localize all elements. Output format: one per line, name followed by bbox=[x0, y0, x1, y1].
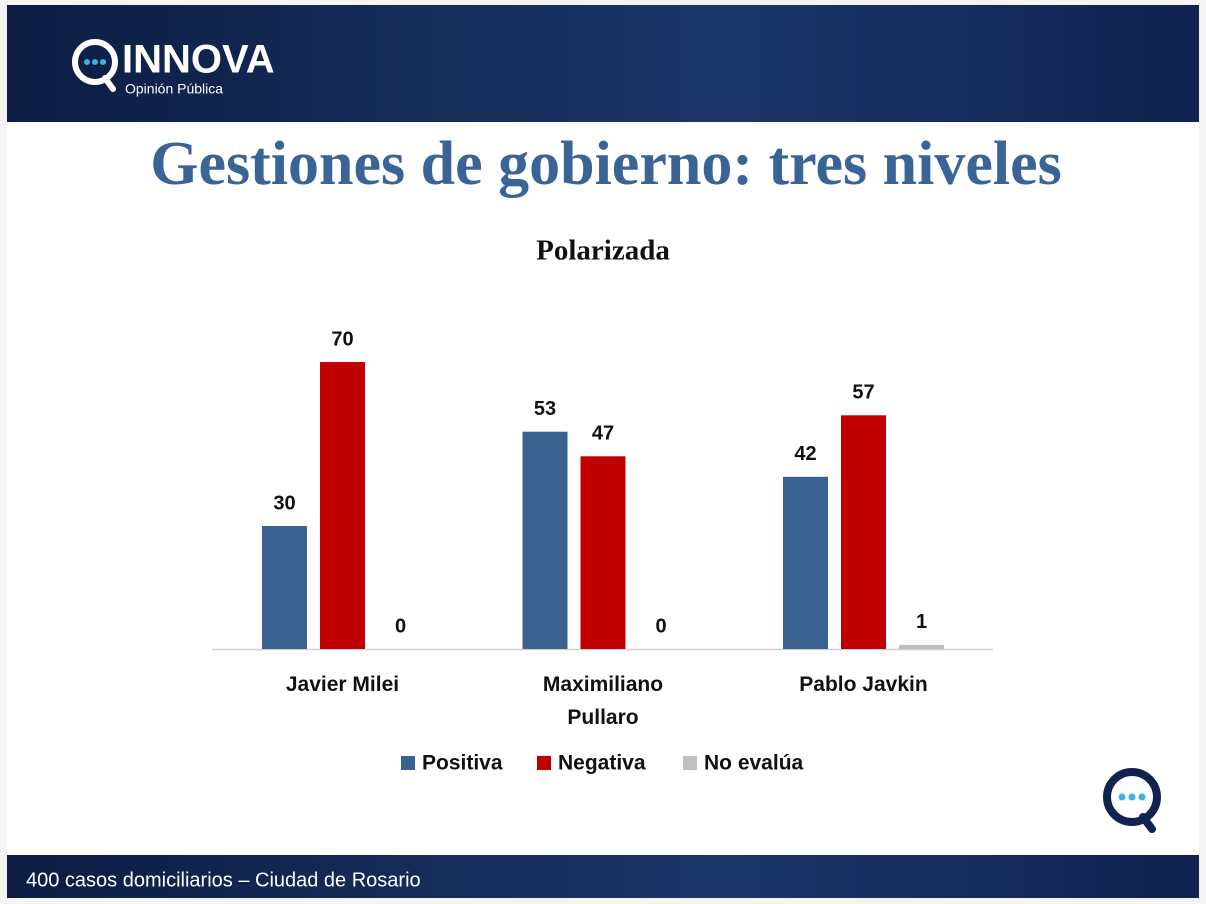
data-label: 70 bbox=[331, 328, 353, 350]
bar bbox=[262, 526, 307, 649]
data-label: 30 bbox=[273, 492, 295, 514]
category-label: Pablo Javkin bbox=[799, 673, 928, 696]
bar bbox=[522, 431, 568, 649]
page-title: Gestiones de gobierno: tres niveles bbox=[150, 130, 1062, 198]
legend-label: Positiva bbox=[422, 752, 503, 775]
data-label: 53 bbox=[534, 398, 556, 420]
logo-text: INNOVA bbox=[122, 38, 275, 82]
slide-background bbox=[7, 5, 1199, 898]
corner-icon bbox=[1103, 768, 1161, 833]
footer-text: 400 casos domiciliarios – Ciudad de Rosa… bbox=[26, 869, 421, 891]
bar bbox=[320, 362, 365, 649]
category-label: Maximiliano Pullaro bbox=[542, 673, 664, 729]
header-band bbox=[7, 5, 1199, 122]
data-label: 42 bbox=[794, 443, 816, 465]
bar bbox=[783, 476, 828, 649]
footer-band bbox=[7, 855, 1199, 898]
legend-swatch bbox=[401, 756, 415, 770]
data-label: 57 bbox=[852, 382, 874, 404]
data-label: 47 bbox=[592, 423, 614, 445]
bar bbox=[841, 415, 886, 649]
bar bbox=[899, 644, 944, 649]
data-label: 0 bbox=[655, 615, 666, 637]
logo-tagline: Opinión Pública bbox=[125, 81, 223, 97]
data-label: 0 bbox=[395, 615, 406, 637]
logo-icon bbox=[72, 39, 118, 92]
legend-label: Negativa bbox=[558, 752, 646, 775]
category-label: Javier Milei bbox=[285, 673, 400, 696]
bar bbox=[580, 456, 626, 649]
legend-label: No evalúa bbox=[704, 752, 804, 775]
data-label: 1 bbox=[916, 611, 927, 633]
chart-title: Polarizada bbox=[536, 235, 670, 267]
legend-swatch bbox=[683, 756, 697, 770]
legend-swatch bbox=[537, 756, 551, 770]
